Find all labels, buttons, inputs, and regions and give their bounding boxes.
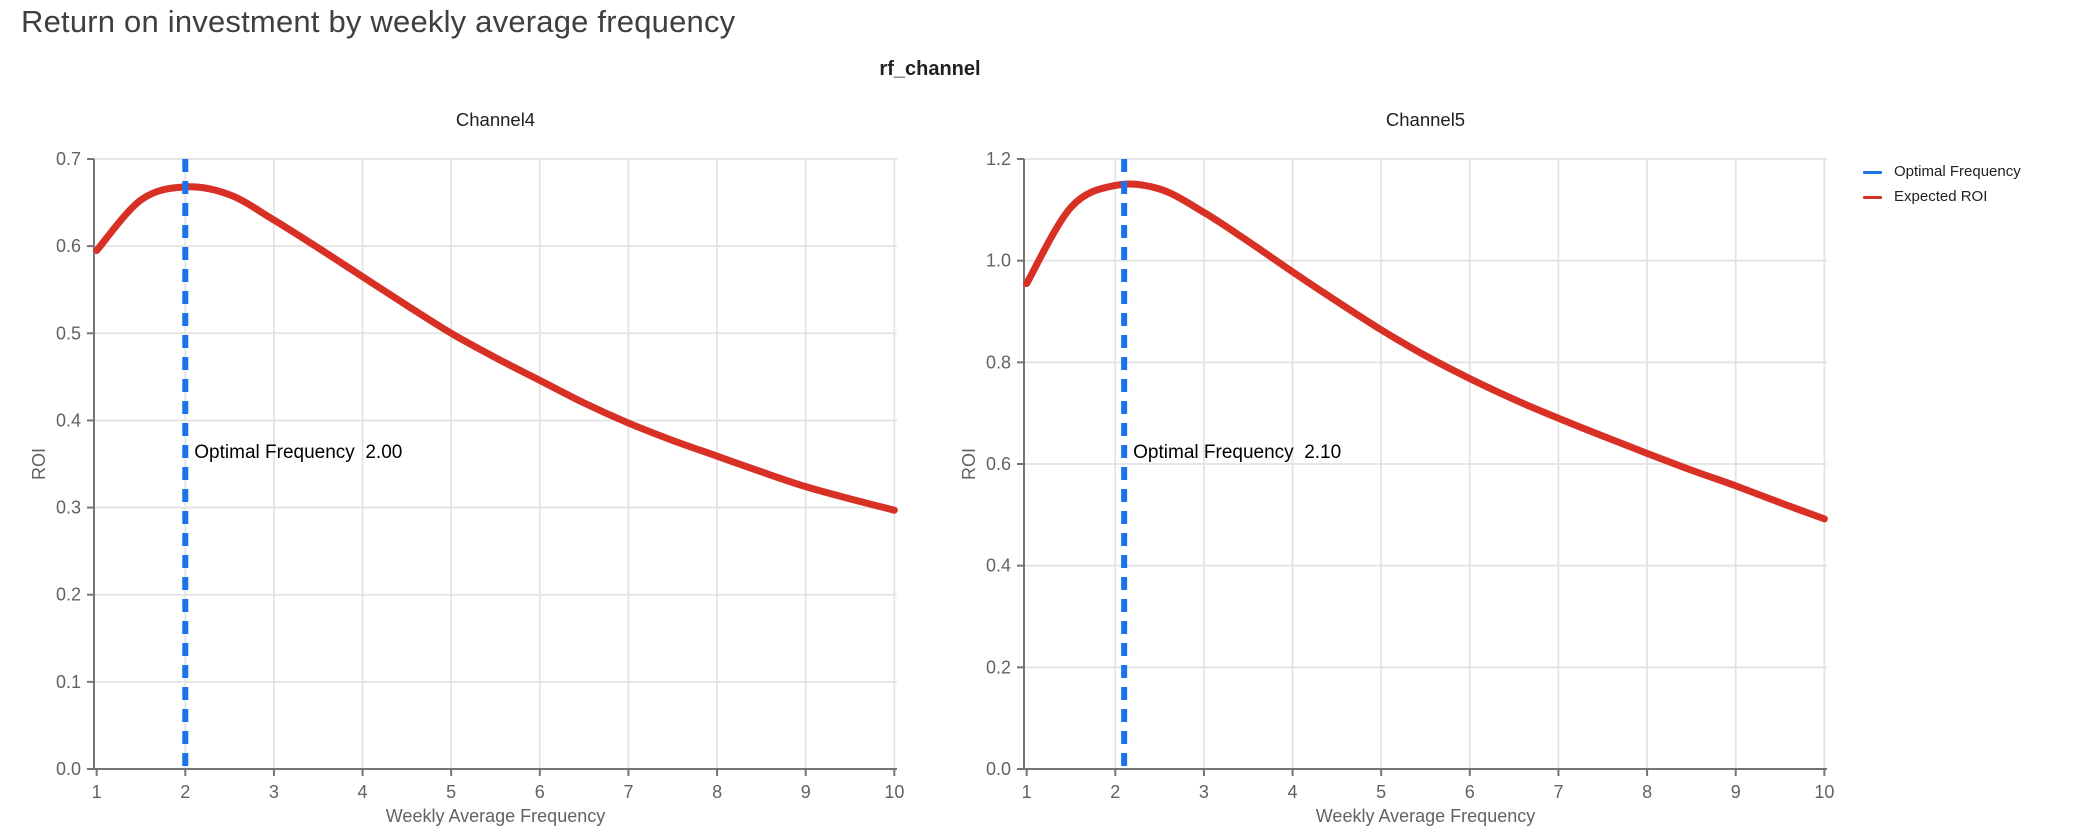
- y-tick-label: 0.4: [986, 556, 1011, 576]
- legend: Optimal Frequency Expected ROI: [1863, 163, 2021, 206]
- legend-item-optimal-frequency[interactable]: Optimal Frequency: [1863, 163, 2021, 181]
- y-tick-label: 0.6: [56, 236, 81, 256]
- page-title: Return on investment by weekly average f…: [21, 4, 736, 39]
- facet-title: rf_channel: [879, 58, 981, 80]
- legend-item-label: Expected ROI: [1894, 188, 1988, 205]
- y-axis-title: ROI: [959, 448, 979, 480]
- legend-line-icon: [1863, 170, 1882, 174]
- x-tick-label: 7: [1553, 782, 1563, 802]
- y-tick-label: 0.7: [56, 149, 81, 169]
- x-tick-label: 7: [623, 782, 633, 802]
- y-tick-label: 0.6: [986, 454, 1011, 474]
- x-tick-label: 1: [1022, 782, 1032, 802]
- optimal-frequency-annotation: Optimal Frequency 2.00: [194, 442, 402, 463]
- subplot-title: Channel5: [1386, 109, 1465, 130]
- y-tick-label: 0.2: [986, 657, 1011, 677]
- y-tick-label: 1.0: [986, 251, 1011, 271]
- x-tick-label: 6: [535, 782, 545, 802]
- x-tick-label: 9: [801, 782, 811, 802]
- x-tick-label: 10: [1814, 782, 1834, 802]
- x-tick-label: 6: [1465, 782, 1475, 802]
- y-tick-label: 0.4: [56, 410, 81, 430]
- y-axis-title: ROI: [29, 448, 49, 480]
- x-tick-label: 2: [180, 782, 190, 802]
- x-tick-label: 8: [712, 782, 722, 802]
- y-tick-label: 0.8: [986, 352, 1011, 372]
- x-tick-label: 4: [358, 782, 368, 802]
- x-tick-label: 8: [1642, 782, 1652, 802]
- expected-roi-curve: [93, 183, 898, 514]
- x-tick-label: 1: [92, 782, 102, 802]
- y-tick-label: 0.5: [56, 323, 81, 343]
- y-tick-label: 0.0: [56, 759, 81, 779]
- y-tick-label: 0.3: [56, 498, 81, 518]
- legend-line-icon: [1863, 195, 1882, 199]
- x-axis-title: Weekly Average Frequency: [1316, 806, 1535, 826]
- x-tick-label: 2: [1110, 782, 1120, 802]
- x-tick-label: 10: [884, 782, 904, 802]
- y-tick-label: 1.2: [986, 149, 1011, 169]
- x-tick-label: 5: [446, 782, 456, 802]
- y-tick-label: 0.1: [56, 672, 81, 692]
- plot-area[interactable]: [1024, 159, 1827, 769]
- x-axis-title: Weekly Average Frequency: [386, 806, 605, 826]
- legend-item-expected-roi[interactable]: Expected ROI: [1863, 188, 2021, 206]
- y-tick-label: 0.2: [56, 585, 81, 605]
- optimal-frequency-annotation: Optimal Frequency 2.10: [1133, 442, 1341, 463]
- legend-item-label: Optimal Frequency: [1894, 163, 2021, 180]
- subplot-title: Channel4: [456, 109, 535, 130]
- x-tick-label: 5: [1376, 782, 1386, 802]
- y-tick-label: 0.0: [986, 759, 1011, 779]
- x-tick-label: 9: [1731, 782, 1741, 802]
- x-tick-label: 4: [1288, 782, 1298, 802]
- x-tick-label: 3: [269, 782, 279, 802]
- expected-roi-curve: [1023, 180, 1828, 523]
- x-tick-label: 3: [1199, 782, 1209, 802]
